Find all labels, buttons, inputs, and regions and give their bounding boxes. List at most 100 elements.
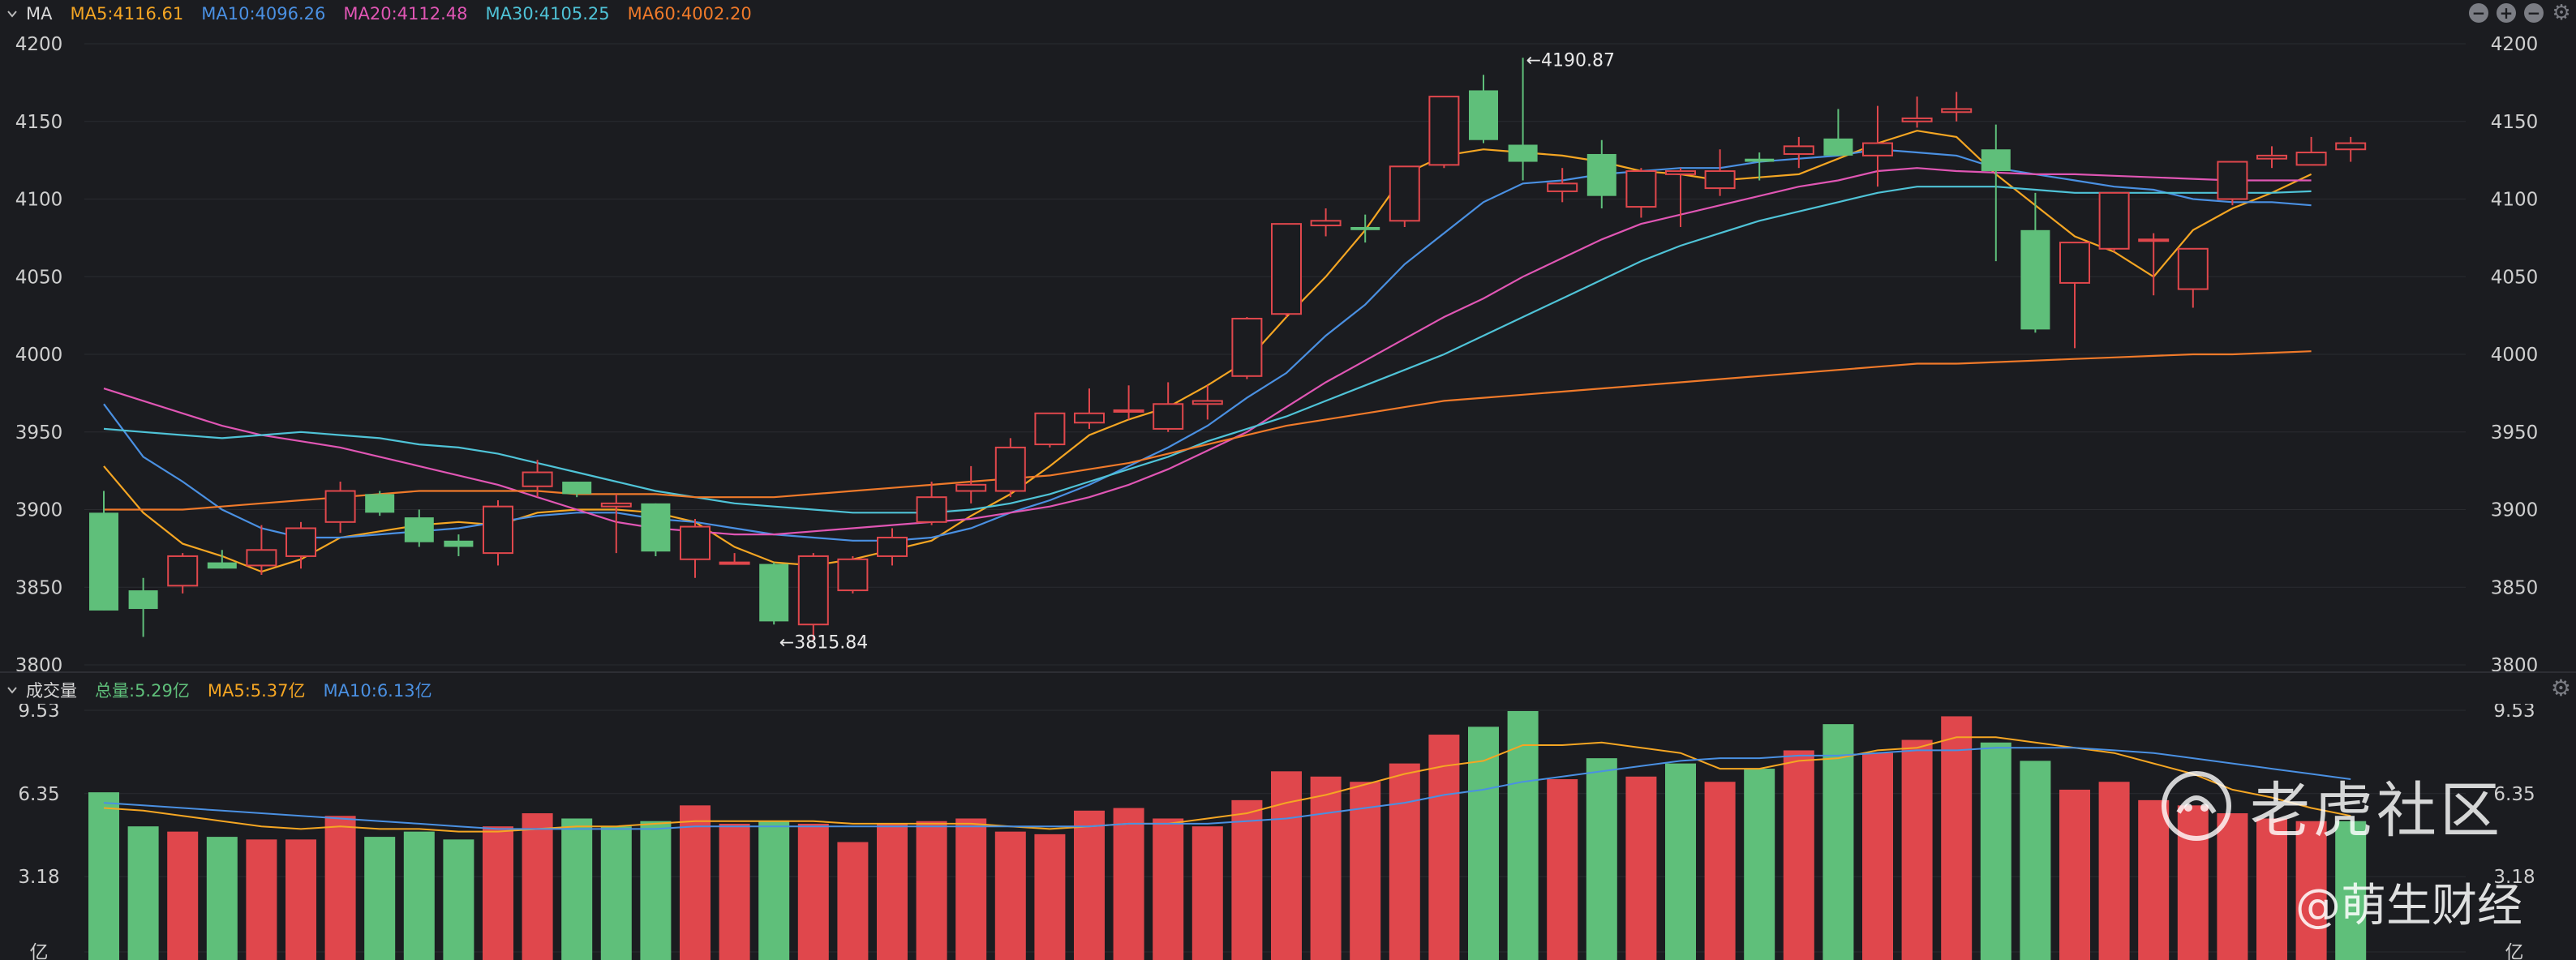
ma20-legend: MA20:4112.48 xyxy=(343,4,468,24)
chevron-down-icon[interactable] xyxy=(6,8,18,19)
volume-bar xyxy=(522,813,553,960)
candle-body-up xyxy=(797,555,829,626)
y-tick-label-right: 4000 xyxy=(2491,345,2539,366)
volume-bar xyxy=(1744,769,1775,960)
volume-bar xyxy=(2059,789,2090,960)
y-tick-label-left: 4000 xyxy=(15,345,63,366)
candle-body-up xyxy=(1074,412,1105,424)
candle-body-up xyxy=(286,527,316,557)
ma-line-ma20 xyxy=(103,167,2312,536)
candle-body-up xyxy=(1153,403,1184,430)
volume-bar xyxy=(127,826,159,960)
minus-icon[interactable]: − xyxy=(2469,3,2488,23)
volume-bar xyxy=(797,823,829,960)
vol-ma10-legend: MA10:6.13亿 xyxy=(323,681,432,701)
candle-body-down xyxy=(562,482,592,495)
candle-body-down xyxy=(759,564,789,622)
volume-bar xyxy=(2256,818,2287,960)
candle-body-up xyxy=(483,505,513,555)
price-legend: MA MA5:4116.61 MA10:4096.26 MA20:4112.48… xyxy=(0,0,770,28)
candle-body-down xyxy=(128,590,158,610)
y-tick-label-left: 4050 xyxy=(15,267,63,288)
chevron-down-icon[interactable] xyxy=(6,684,18,696)
volume-bar xyxy=(1625,776,1657,960)
candle-body-up xyxy=(1428,96,1460,166)
price-chart: 4200 4200 4150 4150 4100 4100 4050 4050 4000 4000… xyxy=(15,34,2539,676)
vol-tick-label-left: 6.35 xyxy=(18,784,59,805)
y-tick-label-left: 4200 xyxy=(15,34,63,55)
candle-body-up xyxy=(680,525,711,560)
volume-bar xyxy=(286,839,316,960)
y-tick-label-left: 4150 xyxy=(15,112,63,133)
y-tick-label-right: 3950 xyxy=(2491,422,2539,444)
volume-bar xyxy=(1389,763,1420,960)
volume-bar xyxy=(1704,782,1736,960)
volume-bar xyxy=(680,805,711,960)
volume-bar xyxy=(206,837,238,960)
vol-tick-label-left: 9.53 xyxy=(18,704,59,722)
candle-body-up xyxy=(1783,145,1814,155)
price-legend-label: MA xyxy=(26,4,53,24)
candle-body-down xyxy=(1508,144,1538,162)
watermark-brand-text: 老虎社区 xyxy=(2250,776,2503,846)
y-tick-label-right: 4050 xyxy=(2491,267,2539,288)
volume-bar xyxy=(561,818,593,960)
volume-bar xyxy=(1783,750,1814,960)
candle-body-up xyxy=(1704,170,1736,190)
volume-bar xyxy=(877,823,908,960)
y-tick-label-right: 4150 xyxy=(2491,112,2539,133)
volume-bar xyxy=(640,821,672,960)
volume-bar xyxy=(364,837,396,960)
candle-body-up xyxy=(1547,182,1578,192)
vol-tick-label-right: 亿 xyxy=(2505,942,2524,960)
candle-body-up xyxy=(2335,142,2367,151)
volume-bar xyxy=(246,839,277,960)
volume-bar xyxy=(994,831,1026,960)
y-tick-label-right: 3900 xyxy=(2491,500,2539,521)
y-tick-label-left: 3800 xyxy=(15,655,63,676)
volume-bar xyxy=(1901,739,1933,960)
volume-bar xyxy=(1271,771,1302,960)
total-volume-legend: 总量:5.29亿 xyxy=(95,681,190,701)
y-tick-label-right: 3850 xyxy=(2491,577,2539,598)
vol-ma-line-ma5 xyxy=(103,736,2351,833)
candle-body-up xyxy=(2256,154,2287,160)
volume-bar xyxy=(1350,782,1381,960)
volume-bar xyxy=(1507,710,1539,960)
volume-bar xyxy=(1428,735,1460,960)
gear-icon[interactable]: ⚙ xyxy=(2552,1,2571,25)
candle-body-down xyxy=(1469,90,1498,140)
candle-body-up xyxy=(994,446,1026,492)
candle-body-up xyxy=(2217,161,2248,200)
vol-tick-label-right: 9.53 xyxy=(2493,704,2535,722)
volume-bar xyxy=(483,826,513,960)
candle-body-up xyxy=(2059,242,2090,284)
y-tick-label-left: 4100 xyxy=(15,190,63,211)
gear-icon[interactable]: ⚙ xyxy=(2550,675,2571,701)
volume-bar xyxy=(324,816,356,960)
candle-body-down xyxy=(2020,229,2050,330)
vol-ma5-legend: MA5:5.37亿 xyxy=(207,681,306,701)
volume-bar xyxy=(88,792,119,960)
tiger-logo-icon xyxy=(2162,770,2231,841)
volume-bar xyxy=(2217,813,2248,960)
y-tick-label-left: 3850 xyxy=(15,577,63,598)
plus-icon[interactable]: + xyxy=(2497,3,2516,23)
candle-body-up xyxy=(916,496,947,523)
volume-bar xyxy=(916,821,947,960)
volume-bar xyxy=(1074,810,1105,960)
ma-line-ma30 xyxy=(103,186,2312,514)
volume-bar xyxy=(2098,782,2130,960)
vol-tick-label-right: 3.18 xyxy=(2493,867,2535,888)
candle-body-up xyxy=(246,549,277,567)
volume-bar xyxy=(1823,724,1854,960)
volume-bar xyxy=(758,821,790,960)
y-tick-label-left: 3900 xyxy=(15,500,63,521)
ma-line-ma60 xyxy=(104,350,2312,511)
candle-body-up xyxy=(1034,412,1066,446)
collapse-icon[interactable]: − xyxy=(2524,3,2544,23)
candle-body-up xyxy=(522,471,553,487)
candle-body-up xyxy=(1665,170,1696,175)
watermark-brand: 老虎社区 xyxy=(2157,762,2503,849)
volume-bar xyxy=(443,839,474,960)
